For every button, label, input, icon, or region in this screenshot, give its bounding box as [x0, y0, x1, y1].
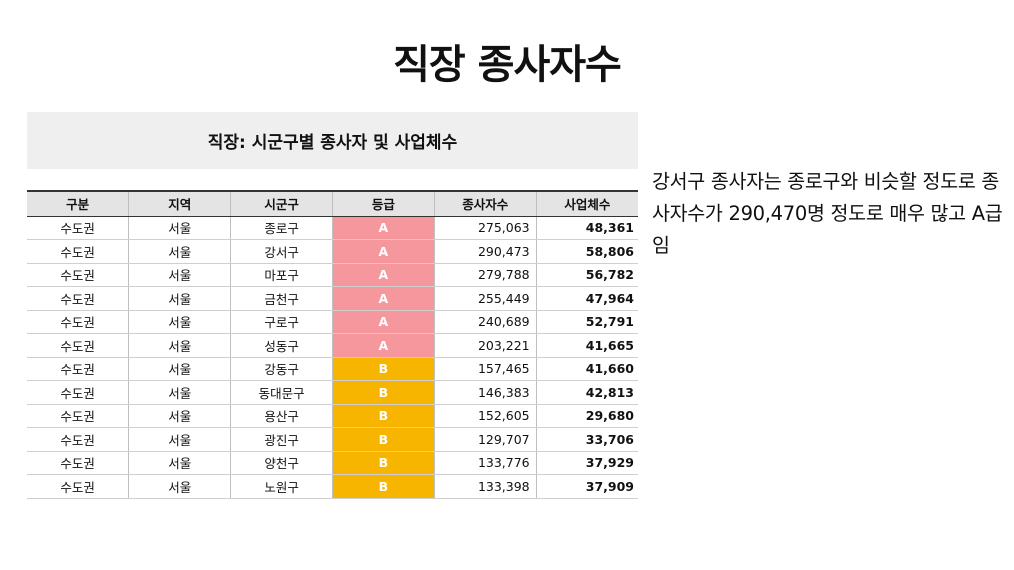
cell-grade: B — [331, 404, 435, 428]
cell-businesses: 37,909 — [535, 474, 638, 499]
cell-grade: B — [331, 451, 435, 475]
table-row: 수도권 서울 마포구 A 279,788 56,782 — [27, 263, 638, 287]
cell-employees: 255,449 — [433, 286, 537, 311]
cell-employees: 240,689 — [433, 310, 537, 334]
cell-employees: 133,398 — [433, 474, 537, 499]
cell-district: 성동구 — [230, 333, 333, 358]
cell-grade: B — [331, 357, 435, 381]
table-row: 수도권 서울 성동구 A 203,221 41,665 — [27, 333, 638, 358]
cell-region-group: 수도권 — [27, 380, 129, 405]
table-body: 수도권 서울 종로구 A 275,063 48,361 수도권 서울 강서구 A 290,473 58… — [27, 216, 638, 499]
header-businesses: 사업체수 — [535, 190, 638, 217]
table-row: 수도권 서울 종로구 A 275,063 48,361 — [27, 216, 638, 240]
cell-grade: A — [331, 286, 435, 311]
header-employees: 종사자수 — [433, 190, 537, 217]
cell-businesses: 48,361 — [535, 216, 638, 240]
cell-region-group: 수도권 — [27, 451, 129, 475]
slide-title: 직장 종사자수 — [393, 42, 622, 88]
cell-region-group: 수도권 — [27, 263, 129, 287]
cell-district: 동대문구 — [230, 380, 333, 405]
cell-district: 노원구 — [230, 474, 333, 499]
cell-district: 종로구 — [230, 216, 333, 240]
cell-region-group: 수도권 — [27, 474, 129, 499]
header-region-group: 구분 — [27, 190, 129, 217]
cell-employees: 203,221 — [433, 333, 537, 358]
cell-region-group: 수도권 — [27, 239, 129, 264]
cell-region: 서울 — [128, 216, 231, 240]
cell-district: 강서구 — [230, 239, 333, 264]
cell-district: 광진구 — [230, 427, 333, 452]
cell-region: 서울 — [128, 333, 231, 358]
table-gap — [27, 169, 638, 190]
cell-employees: 290,473 — [433, 239, 537, 264]
cell-businesses: 33,706 — [535, 427, 638, 452]
cell-region-group: 수도권 — [27, 286, 129, 311]
cell-region: 서울 — [128, 404, 231, 428]
table-row: 수도권 서울 강서구 A 290,473 58,806 — [27, 239, 638, 264]
cell-region-group: 수도권 — [27, 404, 129, 428]
cell-region: 서울 — [128, 451, 231, 475]
table-row: 수도권 서울 금천구 A 255,449 47,964 — [27, 286, 638, 311]
cell-businesses: 41,660 — [535, 357, 638, 381]
cell-region-group: 수도권 — [27, 310, 129, 334]
cell-grade: A — [331, 263, 435, 287]
cell-businesses: 42,813 — [535, 380, 638, 405]
cell-region: 서울 — [128, 310, 231, 334]
header-district: 시군구 — [230, 190, 333, 217]
cell-grade: B — [331, 474, 435, 499]
cell-grade: A — [331, 239, 435, 264]
cell-employees: 275,063 — [433, 216, 537, 240]
cell-businesses: 58,806 — [535, 239, 638, 264]
note-text: 강서구 종사자는 종로구와 비슷할 정도로 종사자수가 290,470명 정도로… — [652, 170, 1003, 257]
cell-employees: 133,776 — [433, 451, 537, 475]
cell-employees: 157,465 — [433, 357, 537, 381]
table-row: 수도권 서울 광진구 B 129,707 33,706 — [27, 427, 638, 452]
header-grade: 등급 — [331, 190, 435, 217]
table-row: 수도권 서울 구로구 A 240,689 52,791 — [27, 310, 638, 334]
cell-region: 서울 — [128, 286, 231, 311]
cell-grade: A — [331, 216, 435, 240]
table-row: 수도권 서울 양천구 B 133,776 37,929 — [27, 451, 638, 475]
header-region: 지역 — [128, 190, 231, 217]
cell-district: 강동구 — [230, 357, 333, 381]
cell-businesses: 37,929 — [535, 451, 638, 475]
table-header-row: 구분 지역 시군구 등급 종사자수 사업체수 — [27, 190, 638, 217]
cell-district: 구로구 — [230, 310, 333, 334]
table-row: 수도권 서울 동대문구 B 146,383 42,813 — [27, 380, 638, 405]
table-row: 수도권 서울 용산구 B 152,605 29,680 — [27, 404, 638, 428]
cell-region: 서울 — [128, 380, 231, 405]
cell-district: 양천구 — [230, 451, 333, 475]
cell-employees: 129,707 — [433, 427, 537, 452]
cell-employees: 152,605 — [433, 404, 537, 428]
cell-grade: B — [331, 380, 435, 405]
cell-region: 서울 — [128, 357, 231, 381]
cell-region-group: 수도권 — [27, 216, 129, 240]
table-row: 수도권 서울 노원구 B 133,398 37,909 — [27, 474, 638, 499]
cell-region-group: 수도권 — [27, 427, 129, 452]
cell-region: 서울 — [128, 263, 231, 287]
cell-region: 서울 — [128, 474, 231, 499]
cell-region-group: 수도권 — [27, 333, 129, 358]
cell-employees: 279,788 — [433, 263, 537, 287]
cell-businesses: 52,791 — [535, 310, 638, 334]
cell-region-group: 수도권 — [27, 357, 129, 381]
cell-region: 서울 — [128, 239, 231, 264]
cell-businesses: 47,964 — [535, 286, 638, 311]
table-panel: 직장: 시군구별 종사자 및 사업체수 구분 지역 시군구 등급 종사자수 사업… — [27, 112, 638, 508]
table-row: 수도권 서울 강동구 B 157,465 41,660 — [27, 357, 638, 381]
cell-district: 금천구 — [230, 286, 333, 311]
cell-district: 용산구 — [230, 404, 333, 428]
cell-businesses: 56,782 — [535, 263, 638, 287]
cell-businesses: 29,680 — [535, 404, 638, 428]
cell-employees: 146,383 — [433, 380, 537, 405]
cell-grade: A — [331, 333, 435, 358]
employee-table: 구분 지역 시군구 등급 종사자수 사업체수 수도권 서울 종로구 A 275,063 4… — [27, 190, 638, 499]
cell-grade: A — [331, 310, 435, 334]
table-caption: 직장: 시군구별 종사자 및 사업체수 — [27, 112, 638, 169]
cell-grade: B — [331, 427, 435, 452]
cell-district: 마포구 — [230, 263, 333, 287]
cell-businesses: 41,665 — [535, 333, 638, 358]
cell-region: 서울 — [128, 427, 231, 452]
